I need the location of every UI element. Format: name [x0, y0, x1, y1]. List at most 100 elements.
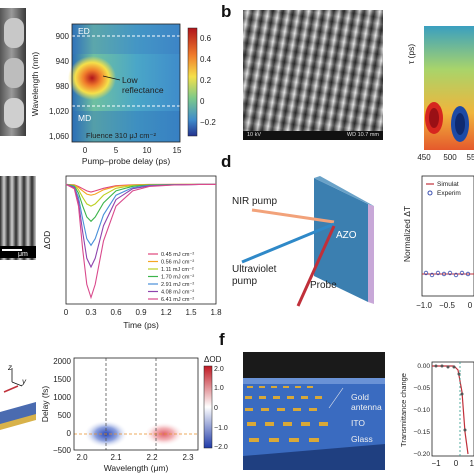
low-reflectance-label-1: Low	[122, 75, 138, 85]
transmittance-change-chart: Transmittance change 0.00 −0.05 −0.10 −0…	[399, 361, 474, 468]
scale-label: μm	[18, 251, 28, 258]
wavelength-xlabel: Wavelength (μm)	[104, 463, 169, 473]
legend-simulation: Simulat	[437, 181, 459, 188]
md-label: MD	[78, 113, 91, 123]
ed-label: ED	[78, 26, 90, 36]
glass-label: Glass	[351, 434, 373, 444]
sem-image-c: μm	[0, 176, 36, 260]
ytick: 1,060	[49, 132, 70, 141]
xtick: 1	[470, 459, 474, 468]
cb-tick: 0.6	[200, 34, 212, 43]
ytick: −0.15	[414, 429, 431, 436]
legend-label: 2.91 mJ cm⁻²	[161, 282, 194, 288]
cb-tick: 0	[200, 97, 205, 106]
ytick: −0.20	[414, 451, 431, 458]
lifetime-heatmap: τ (ps) 450 500 55	[406, 26, 474, 162]
gold-antenna-label-2: antenna	[351, 402, 382, 412]
xtick: 0.9	[135, 308, 147, 317]
xtick: 0.6	[110, 308, 122, 317]
xtick: 2.1	[110, 453, 122, 462]
sem-footer-right: WD 10.7 mm	[346, 132, 379, 138]
ytick: −0.05	[414, 385, 431, 392]
panel-letter-f: f	[219, 330, 225, 349]
cb-tick: 0.4	[200, 55, 212, 64]
xtick: −1.0	[416, 301, 432, 310]
axis-z-label: z	[7, 363, 12, 372]
axis-y-label: y	[21, 377, 27, 386]
xtick: −1	[431, 459, 441, 468]
xtick: 0	[454, 459, 459, 468]
legend-label: 0.56 mJ cm⁻²	[161, 260, 194, 266]
legend-label: 6.41 mJ cm⁻²	[161, 297, 194, 303]
xtick: 10	[143, 146, 152, 155]
xtick: 15	[173, 146, 182, 155]
metasurface-illustration: z y	[0, 363, 36, 430]
ytick: 0	[67, 429, 72, 438]
norm-ylabel: Normalized ΔT	[402, 206, 412, 262]
xtick: 5	[114, 146, 119, 155]
legend-label: 1.11 mJ cm⁻²	[161, 267, 194, 273]
azo-label: AZO	[336, 230, 357, 241]
uv-pump-label-2: pump	[232, 276, 257, 287]
series-line-6	[65, 183, 216, 300]
line-chart-xlabel: Time (ps)	[123, 320, 159, 330]
xtick: 2.3	[182, 453, 194, 462]
gold-antenna-label-1: Gold	[351, 392, 369, 402]
xtick: 2.0	[76, 453, 88, 462]
line-chart-ylabel: ΔOD	[42, 231, 52, 249]
cb-tick: −1.0	[214, 425, 228, 432]
xtick: 55	[467, 153, 474, 162]
legend-label: 0.45 mJ cm⁻²	[161, 252, 194, 258]
heatmap-yticks: 900 940 980 1,020 1,060	[49, 32, 70, 141]
heatmap-xlabel: Pump–probe delay (ps)	[82, 156, 171, 166]
transmittance-ylabel: Transmittance change	[399, 373, 408, 447]
xtick: 0	[468, 301, 473, 310]
heatmap-xticks: 0 5 10 15	[83, 146, 182, 155]
xtick: 450	[417, 153, 431, 162]
delay-wavelength-heatmap: Delay (fs) 2000 1500 1000 500 0 −500 2.0…	[40, 355, 228, 473]
cb-tick: −0.2	[200, 118, 216, 127]
delay-ylabel: Delay (fs)	[40, 386, 50, 423]
delta-od-line-chart: ΔOD Time (ps) 0 0.3 0.6 0.9 1.2 1.5 1.8 0.45 m…	[42, 175, 222, 330]
cb-tick: 2.0	[214, 366, 224, 373]
colorbar-ticks: 0.6 0.4 0.2 0 −0.2	[200, 34, 216, 127]
cb-tick: 0	[214, 405, 218, 412]
sem-footer-left: 10 kV	[247, 132, 262, 138]
xtick: 0	[83, 146, 88, 155]
ytick: 500	[58, 411, 72, 420]
xtick: 0	[64, 308, 69, 317]
ytick: 1,020	[49, 107, 70, 116]
normalized-transmission-chart: Normalized ΔT Simulat Experim −1.0 −0.5 …	[402, 175, 474, 310]
ytick: 1000	[53, 393, 71, 402]
tau-ylabel: τ (ps)	[406, 44, 416, 65]
panel-letter-d: d	[221, 152, 232, 171]
xtick: −0.5	[439, 301, 455, 310]
ytick: 0.00	[417, 363, 430, 370]
panel-letter-b: b	[221, 2, 232, 21]
probe-label: Probe	[310, 280, 337, 291]
ytick: −0.10	[414, 407, 431, 414]
pump-probe-diagram: NIR pump Ultraviolet pump Probe AZO	[232, 176, 374, 307]
ytick: −500	[53, 446, 72, 455]
uv-pump-label-1: Ultraviolet	[232, 264, 277, 275]
ytick: 980	[56, 82, 70, 91]
antenna-array-illustration: Gold antenna ITO Glass	[243, 352, 385, 470]
sem-image-b: 10 kV WD 10.7 mm	[243, 10, 383, 140]
xtick: 0.3	[85, 308, 97, 317]
legend-experiment: Experim	[437, 190, 461, 197]
heatmap-ylabel: Wavelength (nm)	[30, 52, 40, 117]
fluence-label: Fluence 310 μJ cm⁻²	[86, 131, 156, 140]
ytick: 940	[56, 57, 70, 66]
ytick: 2000	[53, 357, 71, 366]
xtick: 1.8	[210, 308, 222, 317]
legend-label: 4.08 mJ cm⁻²	[161, 290, 194, 296]
xtick: 1.2	[160, 308, 172, 317]
xtick: 500	[443, 153, 457, 162]
ito-label: ITO	[351, 418, 366, 428]
low-reflectance-label-2: reflectance	[122, 85, 164, 95]
xtick: 2.2	[146, 453, 158, 462]
reflectance-heatmap: 900 940 980 1,020 1,060 Wavelength (nm) …	[30, 23, 216, 166]
cb-tick: 1.0	[214, 385, 224, 392]
legend-label: 1.70 mJ cm⁻²	[161, 275, 194, 281]
xtick: 1.5	[185, 308, 197, 317]
